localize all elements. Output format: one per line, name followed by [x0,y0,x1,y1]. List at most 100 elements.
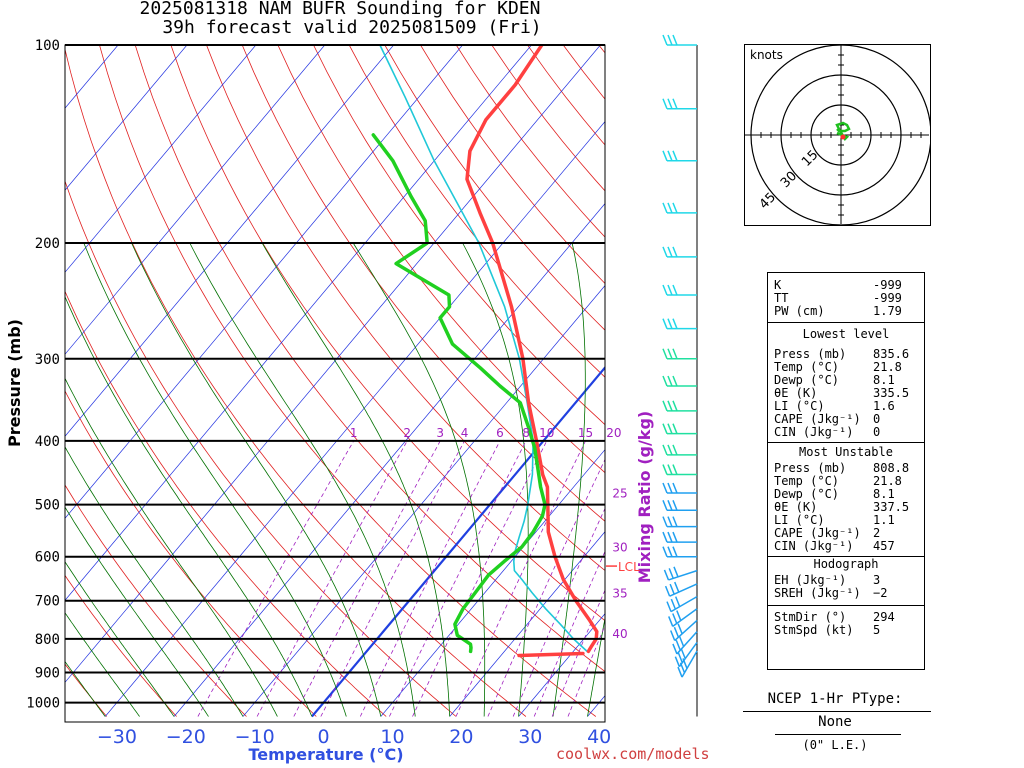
mixing-ratio-line [197,440,355,717]
wind-barb-flag [667,34,673,46]
stats-panel: K -999 TT -999 PW (cm) 1.79 Lowest level Press … [767,272,925,670]
x-tick-label: 20 [449,726,473,748]
dry-adiabat [455,45,605,238]
y-tick-label: 1000 [26,696,60,712]
ptype-divider-2 [775,734,901,735]
wind-barb-flag [667,246,673,258]
wind-barb-flag [662,516,668,527]
lowest-stat-value: 335.5 [873,386,910,400]
wind-barb-flag [662,150,668,162]
most-unstable-stat: LI (°C) 1.1 [774,514,920,527]
moist-adiabat [352,242,486,717]
x-tick-label: 40 [587,726,611,748]
temperature-profile [465,45,599,654]
wind-barb-flag [672,284,678,296]
moist-adiabat [65,660,106,717]
temperature-surface-tick [517,651,585,658]
wind-barb-flag [677,623,683,635]
most-unstable-stat-label: CAPE (Jkg⁻¹) [774,526,861,540]
wind-barb-flag [672,546,678,557]
dry-adiabat [348,45,605,378]
most-unstable-stat-label: Press (mb) [774,461,847,475]
wind-barb-flag [672,464,678,475]
isotherm [65,45,463,519]
dry-adiabat [65,390,317,717]
most-unstable-stat-value: 8.1 [873,487,895,501]
lowest-stat: LI (°C) 1.6 [774,400,920,413]
wind-barb-flag [672,246,678,258]
wind-barb-flag [662,400,668,412]
moist-adiabat [65,295,313,717]
lowest-stat-value: 21.8 [873,360,902,374]
stat-tt: TT -999 [774,292,920,305]
moist-adiabat [65,560,175,717]
dry-adiabat [65,290,387,717]
wind-barb-flag [677,666,683,678]
y-tick-label: 500 [35,498,60,514]
moist-adiabat [65,377,278,717]
wind-barb-flag [662,464,668,475]
lowest-stat: CAPE (Jkg⁻¹) 0 [774,413,920,426]
y-tick-label: 400 [35,434,60,450]
mixing-ratio-axis-label: Mixing Ratio (g/kg) [635,411,654,583]
wind-barb-flag [668,568,674,579]
mixing-ratio-line [551,589,605,717]
hodograph-stat-label: EH (Jkg⁻¹) [774,573,847,587]
dry-adiabat [170,45,605,622]
wind-barb-flag [672,202,678,214]
mixing-ratio-label: 3 [436,426,444,440]
moist-adiabat [65,612,140,717]
x-axis-label: Temperature (°C) [248,745,403,764]
most-unstable-stat: Press (mb) 808.8 [774,462,920,475]
wind-barb-flag [672,500,678,511]
most-unstable-stat: Temp (°C) 21.8 [774,475,920,488]
stat-k-label: K [774,278,782,292]
moist-adiabat [131,242,382,717]
mixing-ratio-label: 8 [522,426,530,440]
hodograph-stats-title: Hodograph [813,557,879,571]
most-unstable-stat-label: CIN (Jkg⁻¹) [774,539,854,553]
most-unstable-stat: Dewp (°C) 8.1 [774,488,920,501]
wind-barb-flag [672,531,678,543]
wind-barb-flag [672,444,678,456]
lowest-stat: Temp (°C) 21.8 [774,361,920,374]
wind-barb-flag [672,613,678,624]
most-unstable-stat-label: LI (°C) [774,513,825,527]
moist-adiabat [587,615,605,717]
wind-barb-flag [667,531,673,543]
dry-adiabat [956,45,1024,717]
wind-barb-flag [667,98,673,110]
storm-motion-stat-label: StmDir (°) [774,610,847,624]
wind-barb-flag [662,34,668,46]
wind-barb-flag [667,348,673,360]
moist-adiabat [65,446,244,717]
stat-pw-label: PW (cm) [774,304,825,318]
mixing-ratio-label: 2 [403,426,411,440]
lowest-stat-label: CIN (Jkg⁻¹) [774,425,854,439]
hodograph-stat-value: −2 [873,586,888,600]
wind-barb-flag [666,601,672,612]
wind-barb [670,595,698,613]
wind-barb-flag [667,318,673,329]
mixing-ratio-label: 1 [350,426,358,440]
parcel-trace [379,45,588,653]
wind-barb-flag [662,444,668,456]
most-unstable-stat-value: 2 [873,526,881,540]
wind-barb-flag [672,318,678,329]
lowest-stat: θE (K) 335.5 [774,387,920,400]
moist-adiabat [261,242,451,717]
y-tick-label: 700 [35,594,60,610]
wind-barb-flag [667,202,673,214]
stat-k: K -999 [774,279,920,292]
x-tick-label: 30 [518,726,542,748]
most-unstable-stat-value: 1.1 [873,513,895,527]
wind-barb-flag [667,444,673,456]
mixing-ratio-label: 10 [539,426,554,440]
dry-adiabat [65,574,177,717]
wind-barb-flag [662,482,668,494]
wind-barb-flag [678,636,685,647]
lowest-stat-label: LI (°C) [774,399,825,413]
stats-separator [768,442,924,443]
